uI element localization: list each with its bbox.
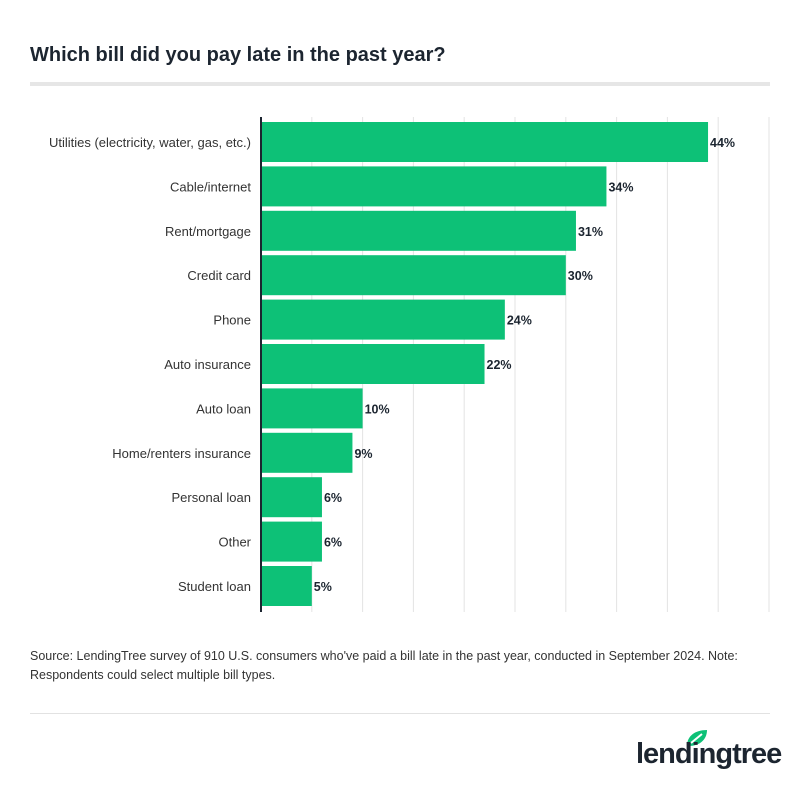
category-label: Rent/mortgage <box>165 224 251 239</box>
source-note: Source: LendingTree survey of 910 U.S. c… <box>30 649 738 682</box>
data-label: 6% <box>324 491 342 505</box>
category-label: Student loan <box>178 579 251 594</box>
leaf-icon <box>687 730 707 746</box>
bar-chart: Utilities (electricity, water, gas, etc.… <box>49 117 770 612</box>
category-label: Cable/internet <box>170 179 251 194</box>
data-label: 31% <box>578 225 603 239</box>
bar <box>261 566 312 606</box>
footer-divider <box>30 713 770 714</box>
category-label: Utilities (electricity, water, gas, etc.… <box>49 135 251 150</box>
chart-title: Which bill did you pay late in the past … <box>30 44 446 66</box>
bar <box>261 521 322 562</box>
data-label: 6% <box>324 536 342 550</box>
bar <box>261 432 353 473</box>
category-label: Auto insurance <box>164 357 251 372</box>
data-label: 22% <box>487 358 512 372</box>
category-label: Phone <box>213 313 251 328</box>
bar <box>261 344 485 384</box>
category-label: Credit card <box>187 268 251 283</box>
data-label: 30% <box>568 269 593 283</box>
bar <box>261 388 363 429</box>
bar <box>261 255 566 296</box>
bar <box>261 166 607 207</box>
title-divider <box>30 82 770 86</box>
data-label: 5% <box>314 580 332 594</box>
category-label: Home/renters insurance <box>112 446 251 461</box>
data-label: 24% <box>507 314 532 328</box>
bar <box>261 299 505 340</box>
category-label: Other <box>218 535 251 550</box>
lendingtree-logo: lendingtree <box>636 728 782 773</box>
category-label: Personal loan <box>172 490 252 505</box>
data-label: 44% <box>710 136 735 150</box>
bar <box>261 477 322 518</box>
logo-text: lendingtree <box>636 738 782 770</box>
data-label: 34% <box>608 180 633 194</box>
data-label: 9% <box>354 447 372 461</box>
bar <box>261 122 709 162</box>
data-label: 10% <box>365 402 390 416</box>
category-label: Auto loan <box>196 401 251 416</box>
bar <box>261 210 576 251</box>
